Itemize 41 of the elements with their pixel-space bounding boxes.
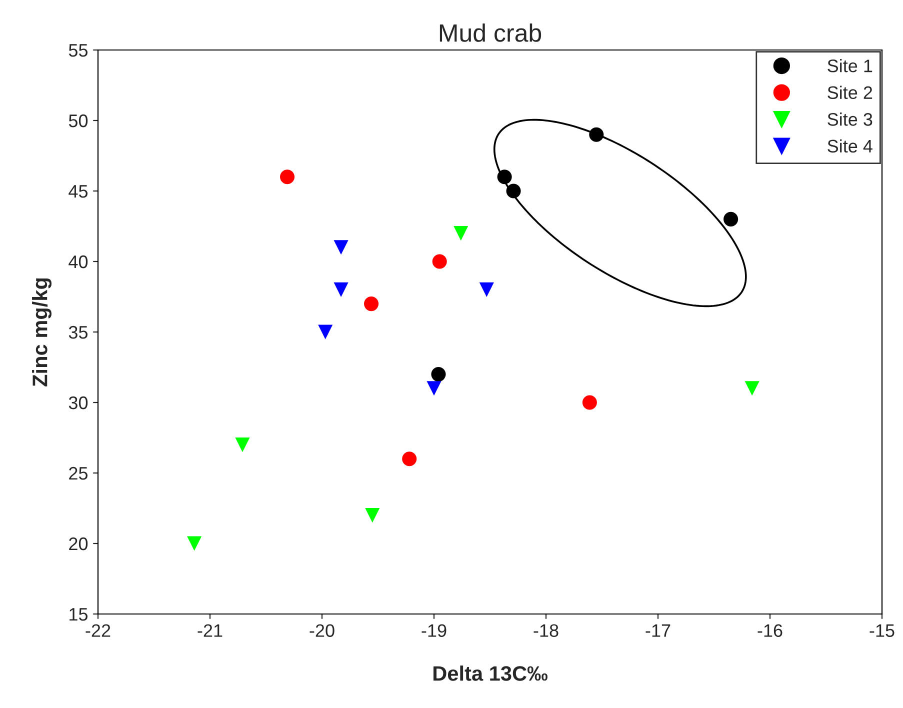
y-tick-label: 15 bbox=[70, 608, 88, 621]
x-tick-label: -15 bbox=[870, 624, 894, 637]
point bbox=[235, 438, 250, 452]
point bbox=[744, 381, 760, 396]
chart-title: Mud crab bbox=[440, 24, 542, 42]
point bbox=[280, 170, 295, 184]
point bbox=[426, 381, 442, 396]
point bbox=[454, 226, 468, 241]
x-tick-label: -22 bbox=[86, 624, 110, 637]
y-tick-label: 25 bbox=[69, 466, 88, 480]
point bbox=[582, 395, 597, 410]
y-tick-label: 40 bbox=[68, 255, 88, 268]
x-tick-label: -21 bbox=[198, 624, 222, 637]
y-tick-label: 35 bbox=[68, 326, 88, 339]
point bbox=[365, 508, 380, 523]
legend-label: Site 4 bbox=[828, 139, 872, 153]
x-tick-label: -19 bbox=[422, 624, 446, 637]
x-tick-label: -20 bbox=[310, 624, 334, 637]
y-axis-title: Zinc mg/kg bbox=[32, 278, 52, 386]
point bbox=[432, 254, 447, 269]
point bbox=[479, 282, 494, 297]
point bbox=[334, 282, 348, 297]
point bbox=[318, 324, 333, 340]
legend-label: Site 1 bbox=[828, 59, 872, 72]
y-tick-label: 45 bbox=[68, 185, 88, 198]
y-tick-label: 50 bbox=[68, 114, 88, 128]
x-tick-label: -18 bbox=[534, 624, 558, 637]
point bbox=[364, 296, 379, 312]
y-tick-label: 55 bbox=[68, 44, 88, 57]
point bbox=[431, 367, 446, 382]
legend-label: Site 3 bbox=[828, 112, 872, 126]
y-tick-label: 30 bbox=[68, 396, 88, 410]
point bbox=[187, 536, 202, 551]
point bbox=[402, 452, 417, 466]
x-tick-label: -16 bbox=[758, 624, 782, 637]
x-tick-label: -17 bbox=[646, 624, 670, 637]
point bbox=[724, 212, 738, 226]
point bbox=[334, 240, 348, 255]
y-tick-label: 20 bbox=[69, 537, 88, 550]
x-axis-title: Delta 13C‰ bbox=[434, 666, 548, 681]
legend-label: Site 2 bbox=[828, 86, 872, 100]
